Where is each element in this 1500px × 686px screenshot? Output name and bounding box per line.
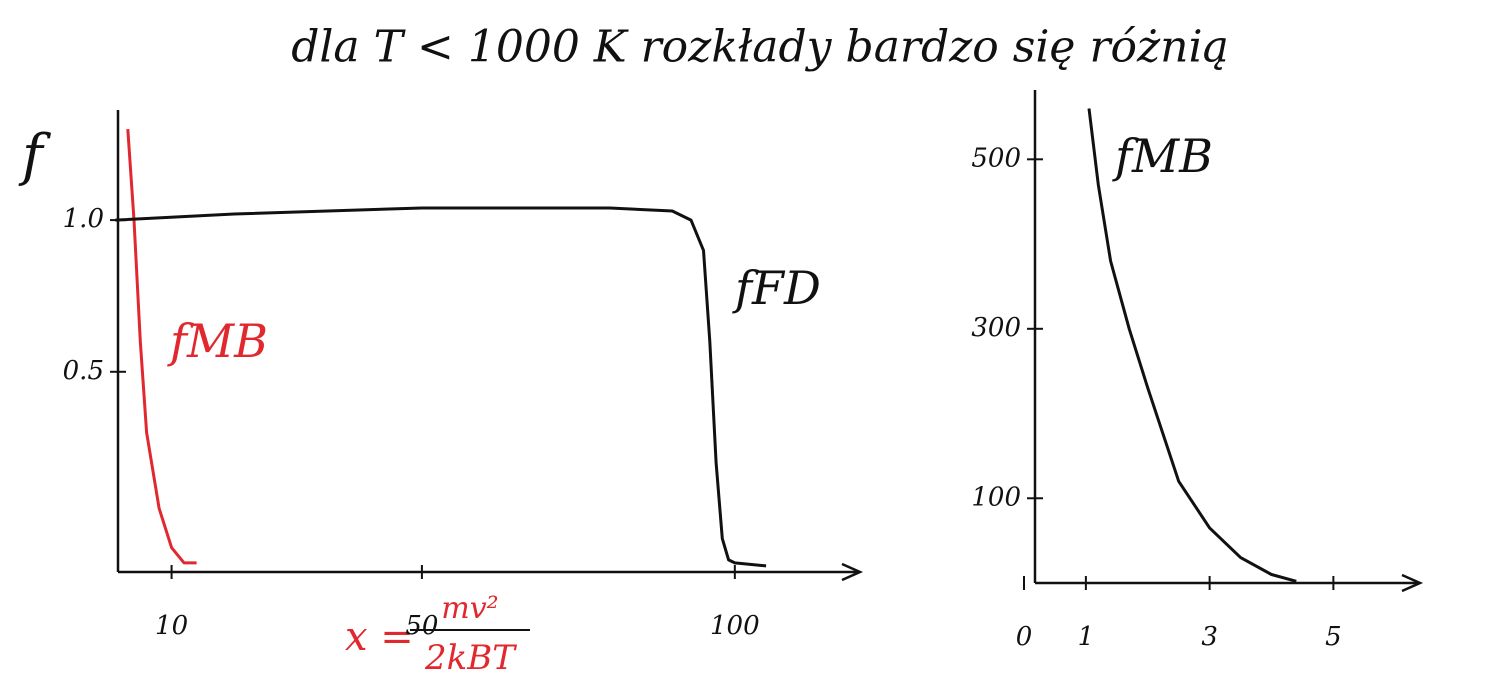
x-axis-label: x =: [345, 614, 414, 660]
x-axis-label-denominator: 2kBT: [424, 638, 517, 678]
series-line: [126, 128, 197, 565]
y-tick-label: 500: [971, 143, 1021, 173]
x-tick-label: 0: [1016, 622, 1033, 652]
series-label: fFD: [732, 261, 821, 315]
y-tick-label: 100: [971, 482, 1021, 512]
y-tick-label: 1.0: [63, 204, 104, 234]
x-tick-label: 10: [155, 611, 188, 641]
series-label: fMB: [1112, 129, 1213, 183]
x-tick-label: 50: [405, 611, 438, 641]
series-label: fMB: [167, 314, 268, 368]
x-tick-label: 100: [710, 611, 760, 641]
x-tick-label: 3: [1201, 622, 1218, 652]
series-line: [1087, 108, 1297, 583]
x-tick-label: 5: [1325, 622, 1342, 652]
y-tick-label: 0.5: [63, 356, 104, 386]
series-line: [115, 206, 767, 568]
y-tick-label: 300: [971, 313, 1021, 343]
x-axis-arrow: [841, 562, 864, 582]
x-tick-label: 1: [1078, 622, 1095, 652]
y-axis-label: f: [18, 124, 52, 189]
x-axis-label-numerator: mv²: [441, 591, 498, 626]
x-axis-arrow: [1401, 573, 1424, 593]
chart-title: dla T < 1000 K rozkłady bardzo się różni…: [291, 22, 1229, 73]
